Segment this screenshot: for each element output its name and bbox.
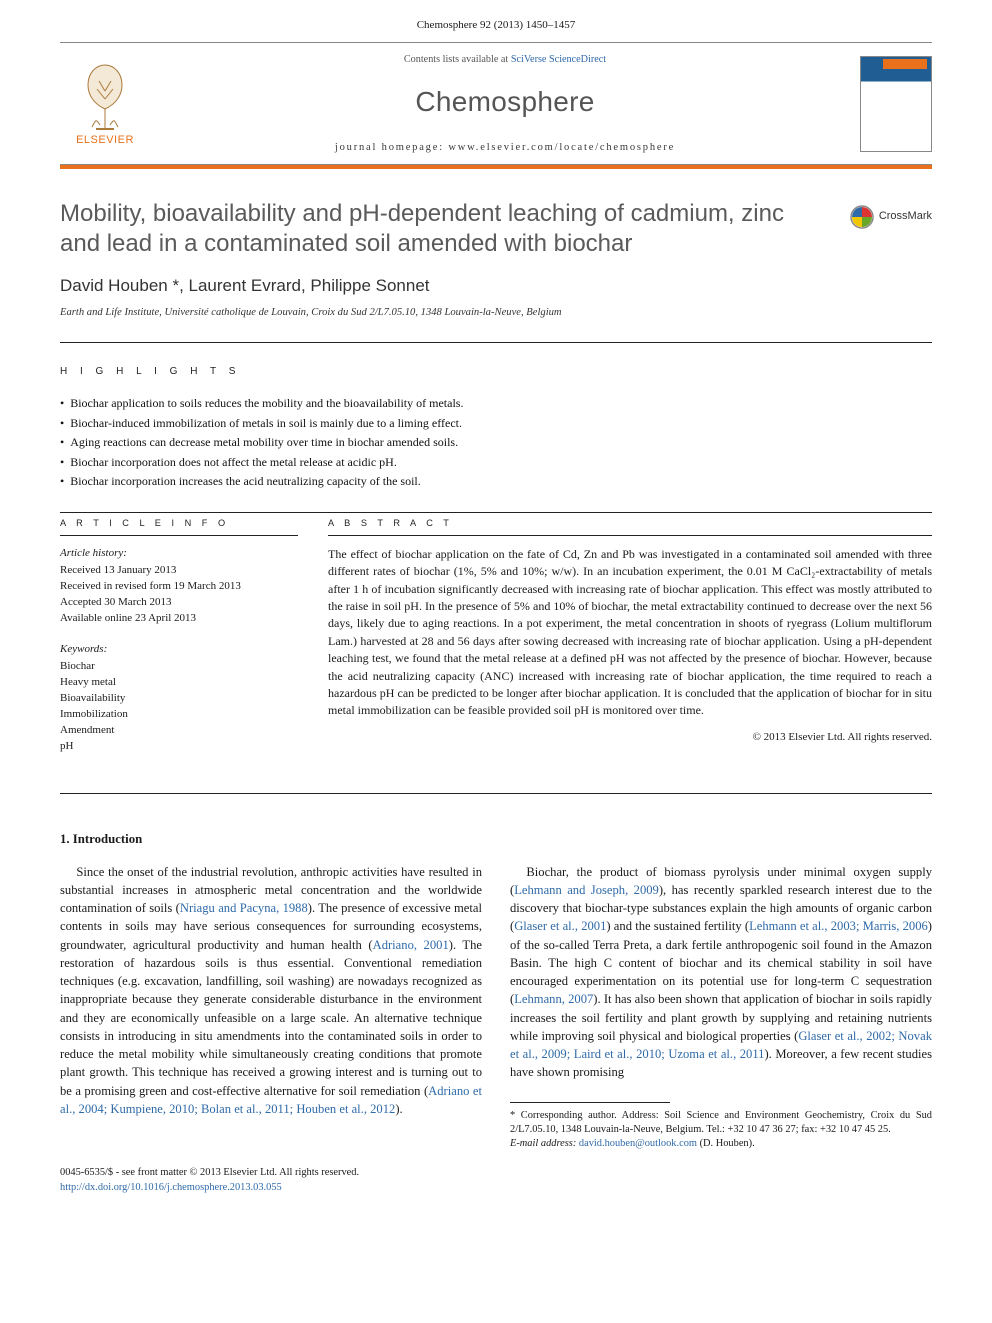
intro-text: ) and the sustained fertility ( xyxy=(606,919,749,933)
elsevier-tree-icon xyxy=(74,59,136,131)
history-line: Received in revised form 19 March 2013 xyxy=(60,579,298,595)
article-title: Mobility, bioavailability and pH-depende… xyxy=(60,199,830,260)
highlight-item: Biochar-induced immobilization of metals… xyxy=(60,415,932,432)
crossmark-icon xyxy=(850,205,874,229)
homepage-label: journal homepage: xyxy=(335,142,448,153)
ref-link[interactable]: Lehmann et al., 2003; Marris, 2006 xyxy=(749,919,928,933)
highlight-item: Biochar incorporation increases the acid… xyxy=(60,473,932,490)
journal-citation: Chemosphere 92 (2013) 1450–1457 xyxy=(0,0,992,42)
intro-text: ). The restoration of hazardous soils is… xyxy=(60,938,482,1098)
article-info-column: A R T I C L E I N F O Article history: R… xyxy=(60,517,298,771)
sciencedirect-link[interactable]: SciVerse ScienceDirect xyxy=(511,54,606,65)
keyword-item: Amendment xyxy=(60,723,298,739)
article-info-label: A R T I C L E I N F O xyxy=(60,517,298,535)
highlight-item: Aging reactions can decrease metal mobil… xyxy=(60,434,932,451)
journal-homepage: journal homepage: www.elsevier.com/locat… xyxy=(150,140,860,155)
abstract-column: A B S T R A C T The effect of biochar ap… xyxy=(328,517,932,771)
ref-link[interactable]: Lehmann and Joseph, 2009 xyxy=(514,883,659,897)
keyword-item: Heavy metal xyxy=(60,675,298,691)
ref-link[interactable]: Glaser et al., 2001 xyxy=(514,919,606,933)
homepage-url[interactable]: www.elsevier.com/locate/chemosphere xyxy=(448,142,675,153)
copyright-text: © 2013 Elsevier Ltd. All rights reserved… xyxy=(328,730,932,746)
highlight-item: Biochar incorporation does not affect th… xyxy=(60,454,932,471)
history-label: Article history: xyxy=(60,546,298,562)
masthead: ELSEVIER Contents lists available at Sci… xyxy=(60,42,932,165)
contents-prefix: Contents lists available at xyxy=(404,54,511,65)
ref-link[interactable]: Nriagu and Pacyna, 1988 xyxy=(180,901,308,915)
footnote-rule xyxy=(510,1102,670,1103)
journal-cover-thumb xyxy=(860,56,932,152)
page-footer: 0045-6535/$ - see front matter © 2013 El… xyxy=(0,1165,992,1225)
contents-available-text: Contents lists available at SciVerse Sci… xyxy=(150,53,860,68)
ref-link[interactable]: Adriano, 2001 xyxy=(373,938,449,952)
divider xyxy=(60,342,932,343)
history-line: Received 13 January 2013 xyxy=(60,563,298,579)
author-list: David Houben *, Laurent Evrard, Philippe… xyxy=(60,274,932,299)
highlight-item: Biochar application to soils reduces the… xyxy=(60,395,932,412)
abstract-label: A B S T R A C T xyxy=(328,517,932,535)
keyword-item: pH xyxy=(60,739,298,755)
email-label: E-mail address: xyxy=(510,1138,579,1149)
crossmark-badge[interactable]: CrossMark xyxy=(850,205,932,229)
divider xyxy=(60,512,932,513)
publisher-name: ELSEVIER xyxy=(60,133,150,149)
ref-link[interactable]: Lehmann, 2007 xyxy=(514,992,593,1006)
keyword-item: Biochar xyxy=(60,659,298,675)
highlights-list: Biochar application to soils reduces the… xyxy=(60,395,932,490)
publisher-logo[interactable]: ELSEVIER xyxy=(60,59,150,149)
front-matter-text: 0045-6535/$ - see front matter © 2013 El… xyxy=(60,1165,932,1180)
body-text: Since the onset of the industrial revolu… xyxy=(60,863,932,1151)
history-line: Available online 23 April 2013 xyxy=(60,611,298,627)
journal-name: Chemosphere xyxy=(150,82,860,123)
email-suffix: (D. Houben). xyxy=(697,1138,755,1149)
corresponding-author: * Corresponding author. Address: Soil Sc… xyxy=(510,1109,932,1137)
intro-heading: 1. Introduction xyxy=(60,830,932,849)
divider xyxy=(60,793,932,794)
highlights-label: H I G H L I G H T S xyxy=(60,365,932,380)
keyword-item: Bioavailability xyxy=(60,691,298,707)
abstract-text: The effect of biochar application on the… xyxy=(328,546,932,720)
keyword-item: Immobilization xyxy=(60,707,298,723)
keywords-label: Keywords: xyxy=(60,642,298,658)
crossmark-label: CrossMark xyxy=(879,209,932,225)
affiliation: Earth and Life Institute, Université cat… xyxy=(60,305,932,320)
intro-text: ). xyxy=(395,1102,402,1116)
email-link[interactable]: david.houben@outlook.com xyxy=(579,1138,697,1149)
doi-link[interactable]: http://dx.doi.org/10.1016/j.chemosphere.… xyxy=(60,1182,282,1193)
footnotes: * Corresponding author. Address: Soil Sc… xyxy=(510,1109,932,1151)
history-line: Accepted 30 March 2013 xyxy=(60,595,298,611)
